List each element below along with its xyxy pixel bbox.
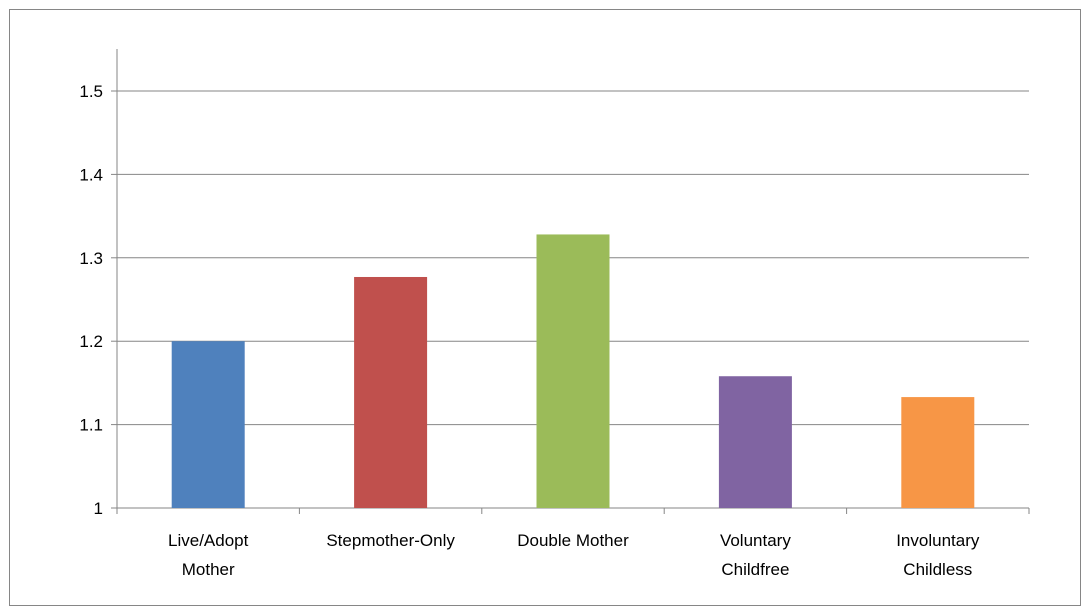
y-tick-label: 1.2	[79, 332, 103, 351]
bar	[718, 376, 792, 508]
bar	[354, 276, 428, 508]
y-tick-label: 1.5	[79, 82, 103, 101]
x-tick-label: Involuntary	[896, 531, 980, 550]
x-tick-label: Voluntary	[720, 531, 791, 550]
bar	[171, 341, 245, 508]
x-tick-label: Childless	[903, 560, 972, 579]
y-tick-label: 1.3	[79, 249, 103, 268]
y-tick-label: 1.1	[79, 416, 103, 435]
x-tick-label: Stepmother-Only	[326, 531, 455, 550]
x-tick-label: Double Mother	[517, 531, 629, 550]
x-tick-label: Live/Adopt	[168, 531, 249, 550]
y-tick-label: 1.4	[79, 165, 103, 184]
y-tick-label: 1	[94, 499, 103, 518]
bar	[901, 397, 975, 508]
x-tick-label: Mother	[182, 560, 235, 579]
x-tick-label: Childfree	[721, 560, 789, 579]
bar	[536, 234, 610, 508]
